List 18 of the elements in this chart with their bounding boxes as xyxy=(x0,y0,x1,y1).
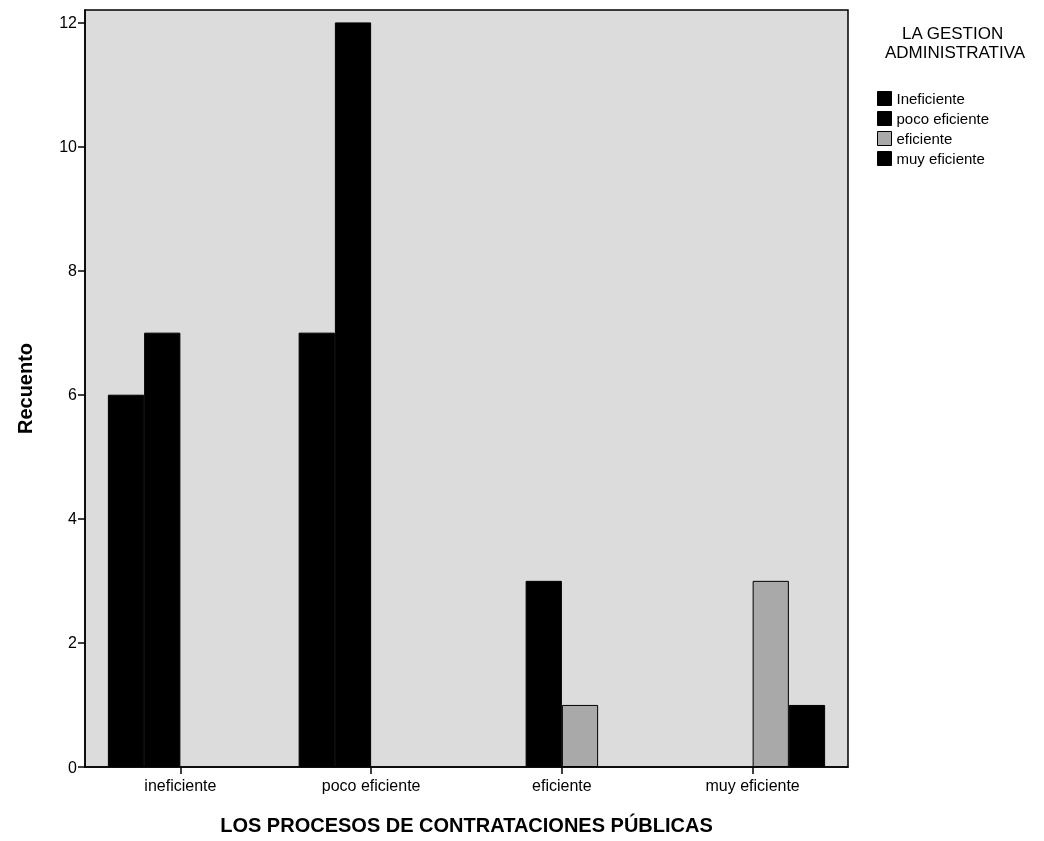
legend-title: LA GESTION ADMINISTRATIVA xyxy=(884,24,1026,62)
y-tick-label: 10 xyxy=(59,138,78,156)
x-tick-label: poco eficiente xyxy=(321,776,421,794)
x-tick-label: eficiente xyxy=(532,776,592,794)
y-axis-title: Recuento xyxy=(14,342,36,435)
y-tick-label: 2 xyxy=(68,634,78,652)
x-tick-label: ineficiente xyxy=(144,776,217,794)
legend-label: eficiente xyxy=(896,130,953,147)
legend-label: poco eficiente xyxy=(896,110,990,127)
legend-label: Ineficiente xyxy=(896,90,965,107)
x-axis-title: LOS PROCESOS DE CONTRATACIONES PÚBLICAS xyxy=(220,813,713,836)
legend-label: muy eficiente xyxy=(896,150,985,167)
y-tick-label: 8 xyxy=(68,262,78,280)
y-tick-label: 4 xyxy=(68,510,78,528)
y-tick-label: 0 xyxy=(68,758,78,776)
y-tick-label: 6 xyxy=(68,386,78,404)
x-tick-label: muy eficiente xyxy=(705,776,800,794)
y-tick-label: 12 xyxy=(59,13,78,31)
